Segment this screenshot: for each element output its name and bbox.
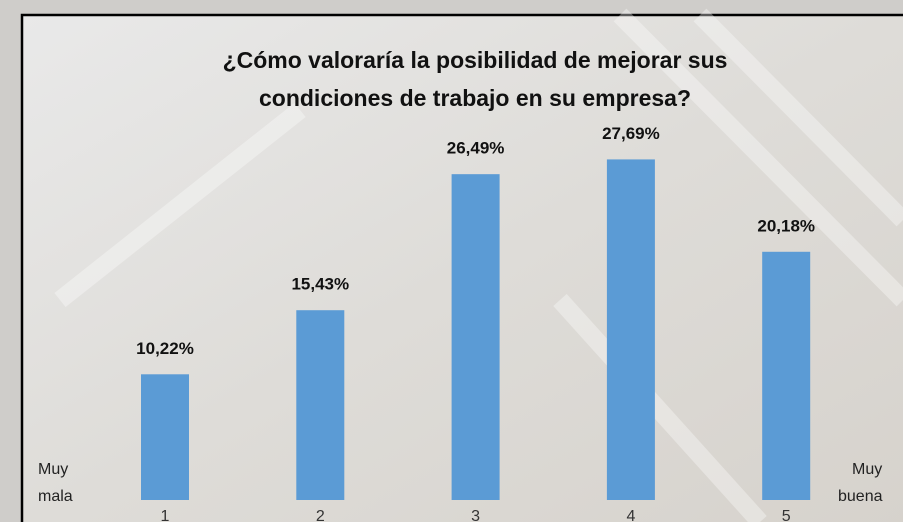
bar <box>606 159 655 500</box>
chart-title: condiciones de trabajo en su empresa? <box>259 85 691 111</box>
chart-title: ¿Cómo valoraría la posibilidad de mejora… <box>223 47 728 73</box>
right-label: Muy <box>852 461 882 478</box>
x-tick-label: 1 <box>161 508 170 522</box>
x-tick-label: 4 <box>626 508 635 522</box>
right-label: buena <box>838 488 883 505</box>
x-tick-label: 2 <box>316 508 325 522</box>
value-label: 27,69% <box>602 124 660 143</box>
value-label: 10,22% <box>136 339 194 358</box>
bar <box>451 174 500 500</box>
bar <box>762 251 811 500</box>
bar <box>296 310 345 500</box>
x-tick-label: 5 <box>782 508 791 522</box>
value-label: 26,49% <box>447 139 505 158</box>
background-texture <box>54 8 903 522</box>
x-tick-label: 3 <box>471 508 480 522</box>
value-label: 15,43% <box>291 275 349 294</box>
left-label: Muy <box>38 461 68 478</box>
bar <box>141 374 189 500</box>
left-label: mala <box>38 488 73 505</box>
value-label: 20,18% <box>757 216 815 235</box>
